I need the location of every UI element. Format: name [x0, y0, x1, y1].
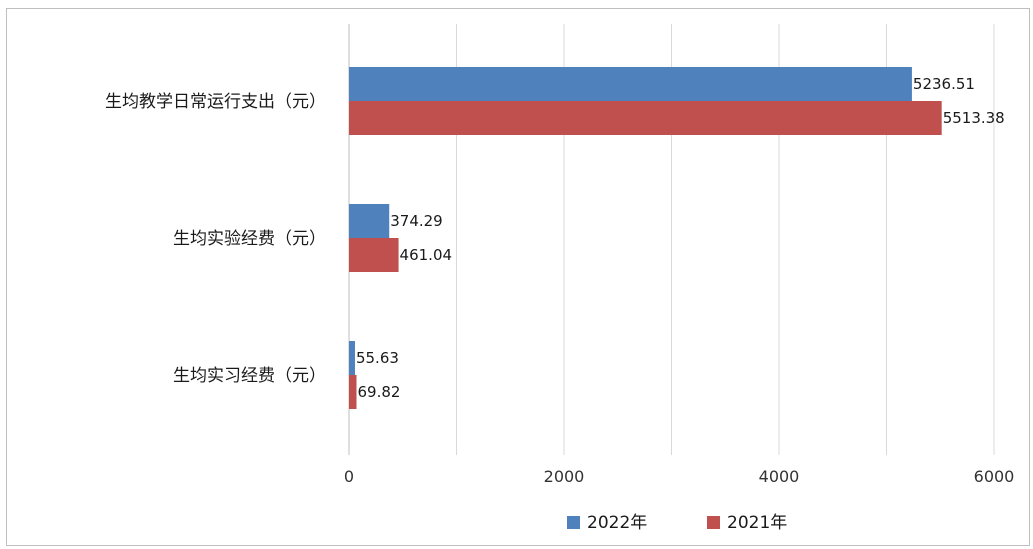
data-label: 5513.38: [943, 109, 1005, 127]
category-label: 生均实习经费（元）: [173, 366, 326, 386]
data-label: 374.29: [390, 212, 443, 230]
bar-2022[interactable]: [349, 67, 912, 101]
category-label: 生均实验经费（元）: [173, 229, 326, 249]
bar-2022[interactable]: [349, 341, 355, 375]
x-tick-label: 6000: [974, 467, 1015, 486]
x-tick-label: 0: [344, 467, 354, 486]
data-label: 55.63: [356, 349, 399, 367]
category-label: 生均教学日常运行支出（元）: [105, 92, 326, 112]
bar-2021[interactable]: [349, 101, 942, 135]
legend-label: 2022年: [587, 513, 647, 533]
data-label: 461.04: [400, 246, 453, 264]
data-label: 69.82: [358, 383, 401, 401]
bar-2022[interactable]: [349, 204, 390, 238]
bar-2021[interactable]: [349, 238, 399, 272]
bar-2021[interactable]: [349, 375, 357, 409]
x-tick-label: 4000: [759, 467, 800, 486]
legend-swatch: [567, 516, 580, 529]
legend-swatch: [707, 516, 720, 529]
data-label: 5236.51: [913, 75, 975, 93]
legend-label: 2021年: [727, 513, 787, 533]
x-tick-label: 2000: [544, 467, 585, 486]
